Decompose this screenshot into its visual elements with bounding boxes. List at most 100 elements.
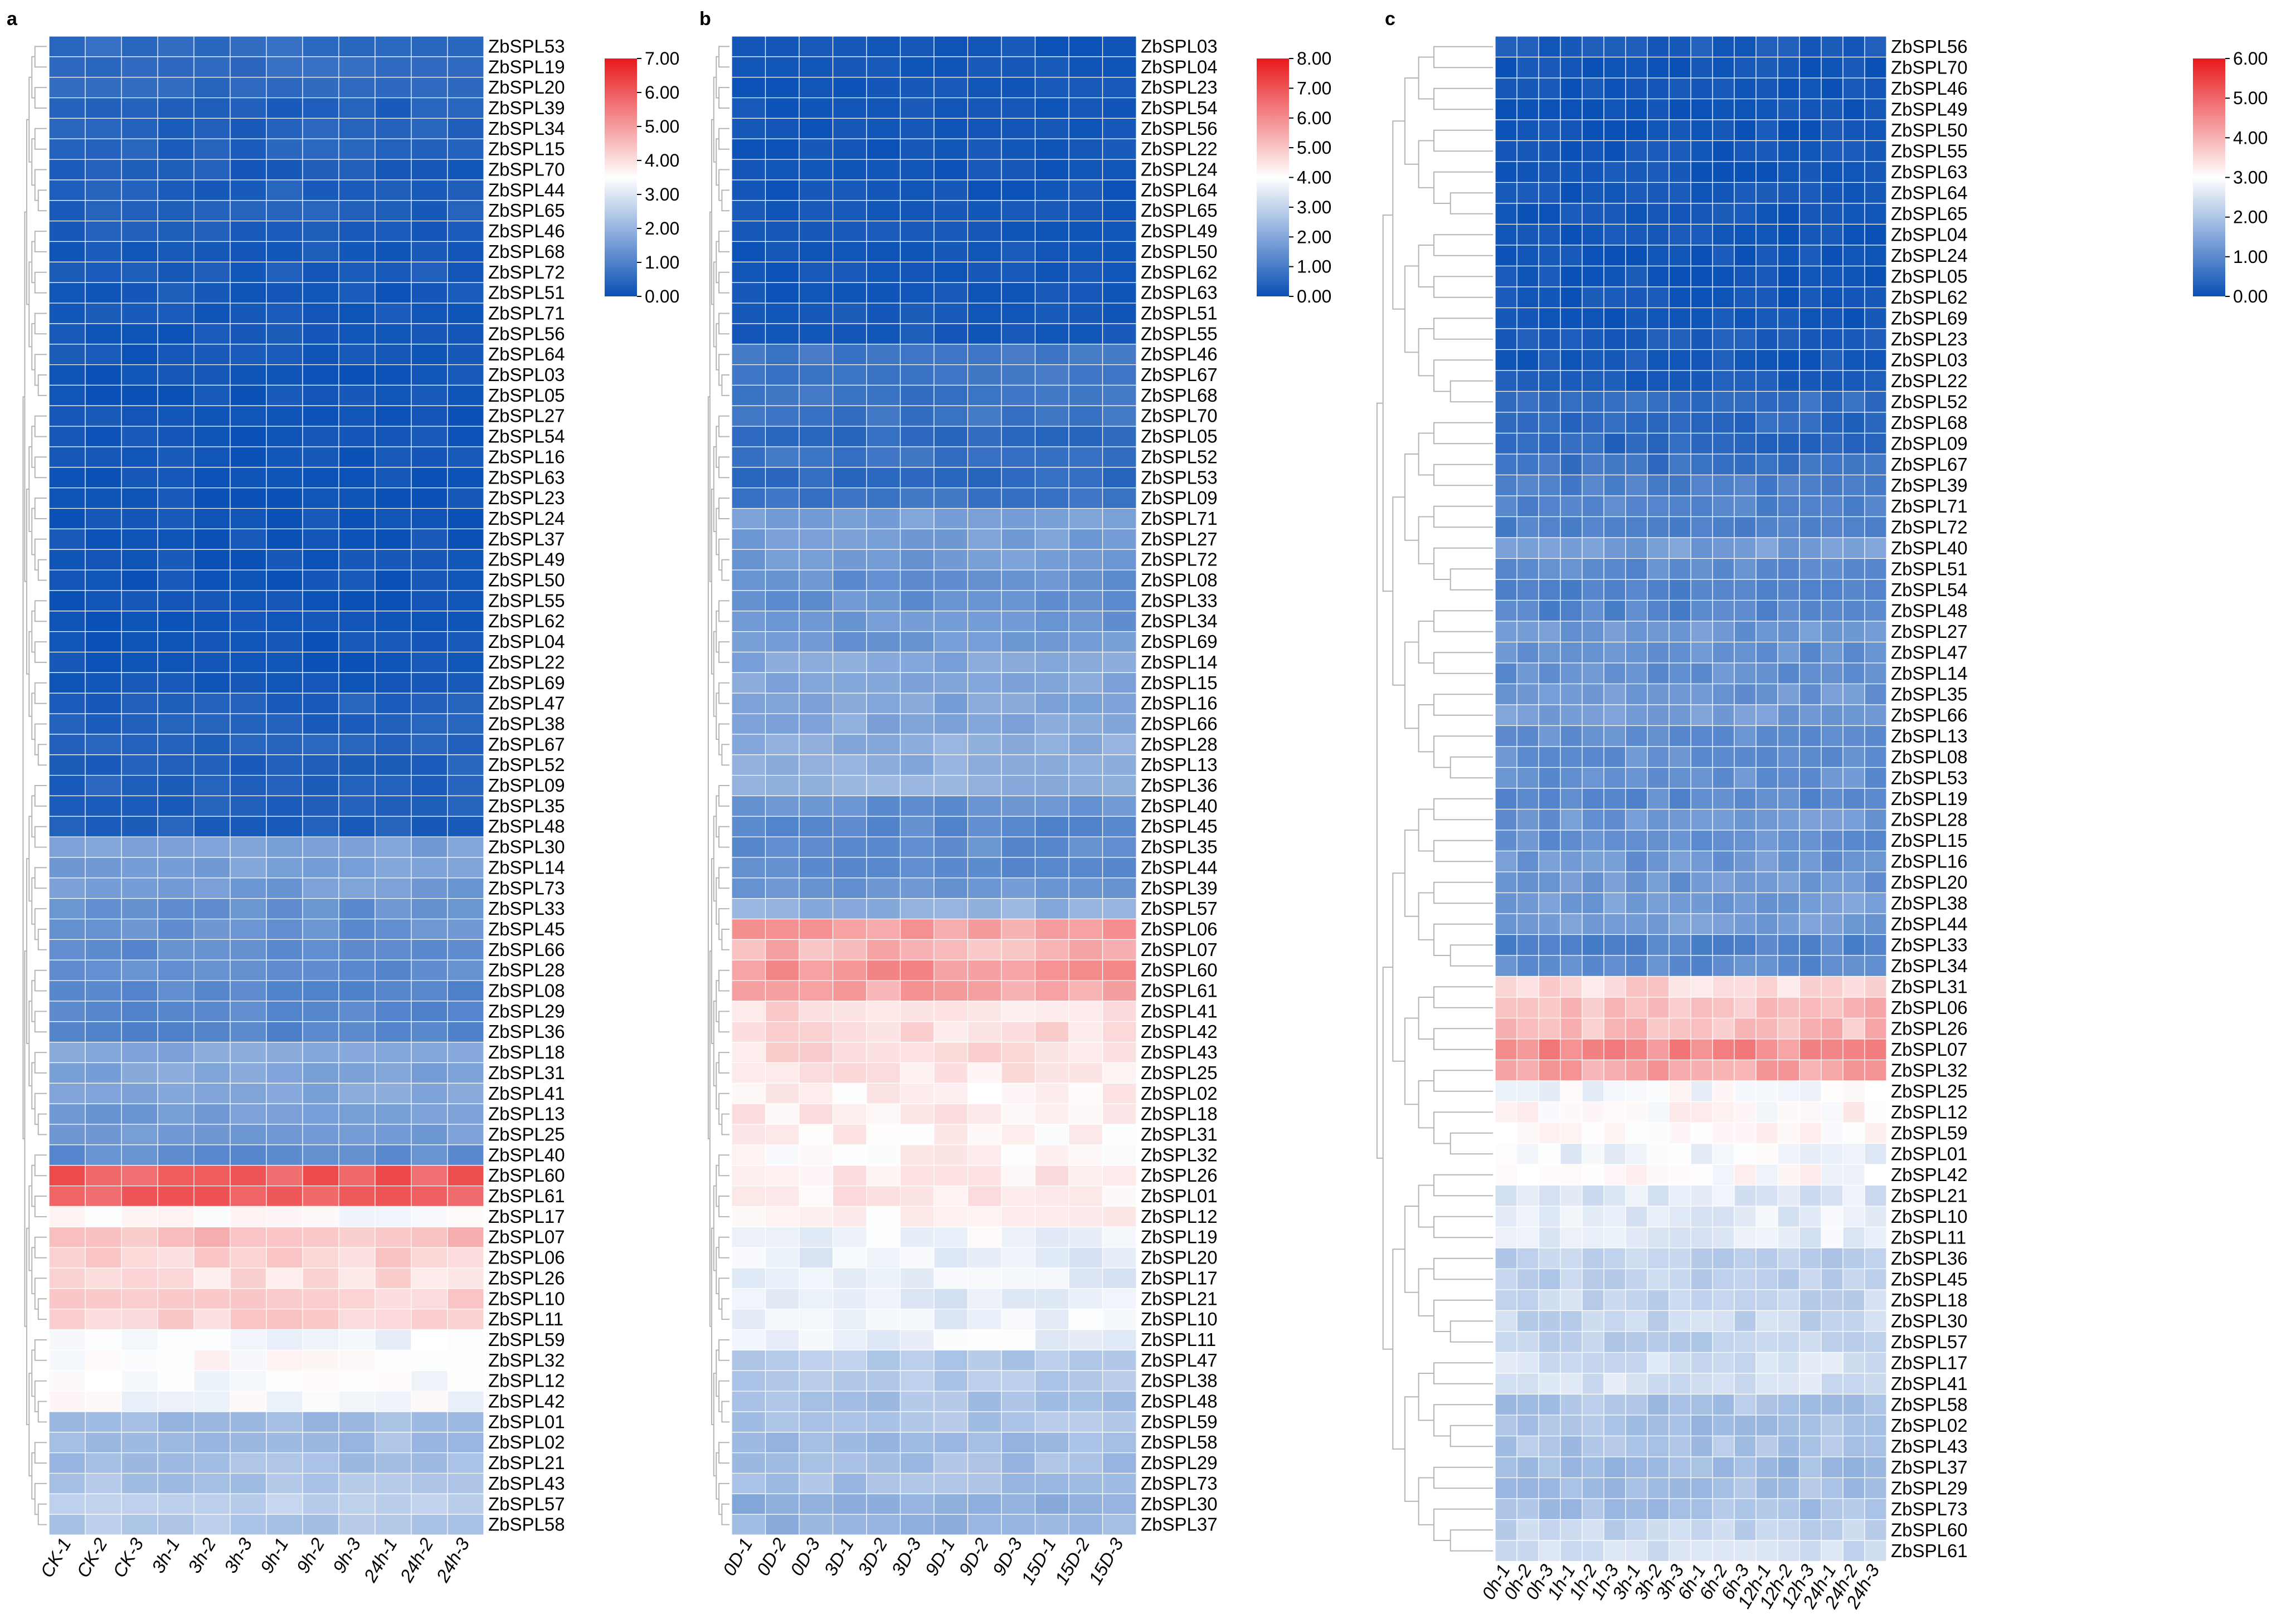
heatmap-cell bbox=[1799, 1017, 1822, 1040]
dendrogram-branch bbox=[1433, 276, 1493, 298]
heatmap-cell bbox=[302, 528, 339, 550]
heatmap-cell bbox=[1102, 1206, 1137, 1227]
heatmap-cell bbox=[1102, 138, 1137, 160]
heatmap-cell bbox=[1582, 286, 1604, 309]
heatmap-cell bbox=[1799, 77, 1822, 100]
heatmap-cell bbox=[899, 774, 935, 797]
heatmap-cell bbox=[1516, 683, 1539, 705]
heatmap-cell bbox=[967, 590, 1002, 612]
heatmap-cell bbox=[302, 138, 339, 160]
heatmap-cell bbox=[1842, 746, 1865, 768]
heatmap-cell bbox=[1712, 1059, 1735, 1081]
heatmap-cell bbox=[48, 241, 86, 262]
heatmap-cell bbox=[832, 734, 867, 755]
heatmap-cell bbox=[1034, 631, 1069, 653]
heatmap-cell bbox=[1842, 203, 1865, 225]
heatmap-cell bbox=[48, 816, 86, 837]
heatmap-cell bbox=[266, 1432, 303, 1454]
heatmap-cell bbox=[48, 1267, 86, 1289]
heatmap-cell bbox=[1821, 997, 1844, 1019]
heatmap-cell bbox=[302, 1001, 339, 1022]
heatmap-cell bbox=[193, 508, 231, 529]
heatmap-cell bbox=[1755, 1540, 1778, 1562]
heatmap-cell bbox=[374, 405, 412, 427]
dendrogram-branch bbox=[37, 189, 47, 212]
heatmap-cell bbox=[1690, 788, 1713, 810]
heatmap-cell bbox=[1560, 1017, 1583, 1040]
heatmap-cell bbox=[1755, 1456, 1778, 1479]
heatmap-cell bbox=[933, 1001, 969, 1022]
heatmap-cell bbox=[1034, 651, 1069, 673]
heatmap-cell bbox=[731, 1309, 766, 1330]
heatmap-cell bbox=[121, 487, 158, 509]
heatmap-cell bbox=[1625, 1184, 1648, 1207]
heatmap-cell bbox=[1582, 412, 1604, 434]
gene-label: ZbSPL69 bbox=[1891, 308, 1968, 328]
heatmap-cell bbox=[1842, 683, 1865, 705]
heatmap-cell bbox=[1669, 328, 1691, 350]
heatmap-cell bbox=[121, 939, 158, 960]
dendrogram-branch bbox=[1433, 464, 1493, 486]
gene-label: ZbSPL40 bbox=[1891, 538, 1968, 558]
heatmap-cell bbox=[338, 384, 376, 406]
heatmap-cell bbox=[765, 816, 800, 837]
heatmap-cell bbox=[85, 241, 122, 262]
heatmap-cell bbox=[1582, 725, 1604, 747]
heatmap-cell bbox=[1842, 871, 1865, 894]
heatmap-cell bbox=[967, 939, 1002, 960]
column-label: 24h-1 bbox=[359, 1534, 401, 1586]
heatmap-cell bbox=[447, 1391, 484, 1412]
heatmap-cell bbox=[866, 446, 901, 468]
heatmap-cell bbox=[866, 467, 901, 489]
heatmap-cell bbox=[1755, 871, 1778, 894]
heatmap-cell bbox=[157, 1349, 194, 1371]
heatmap-cell bbox=[302, 980, 339, 1002]
gene-label: ZbSPL16 bbox=[1141, 693, 1218, 714]
heatmap-cell bbox=[1712, 36, 1735, 58]
heatmap-cell bbox=[1603, 537, 1626, 559]
heatmap-cell bbox=[1603, 1352, 1626, 1374]
heatmap-cell bbox=[731, 959, 766, 981]
heatmap-cell bbox=[48, 221, 86, 242]
gene-label: ZbSPL72 bbox=[1891, 516, 1968, 537]
heatmap-cell bbox=[411, 344, 448, 365]
heatmap-cell bbox=[374, 877, 412, 899]
heatmap-cell bbox=[1102, 405, 1137, 427]
heatmap-cell bbox=[1755, 182, 1778, 204]
heatmap-cell bbox=[1734, 1456, 1757, 1479]
heatmap-cell bbox=[85, 774, 122, 797]
heatmap-cell bbox=[193, 200, 231, 222]
heatmap-cell bbox=[1734, 704, 1757, 726]
heatmap-cell bbox=[765, 77, 800, 99]
gene-label: ZbSPL07 bbox=[488, 1227, 565, 1247]
heatmap-cell bbox=[193, 754, 231, 776]
heatmap-cell bbox=[866, 323, 901, 345]
heatmap-cell bbox=[731, 1001, 766, 1022]
heatmap-cell bbox=[85, 1411, 122, 1433]
row-dendrogram bbox=[1376, 46, 1493, 1552]
heatmap-cell bbox=[1102, 1247, 1137, 1269]
heatmap-cell bbox=[1821, 1540, 1844, 1562]
heatmap-cell bbox=[832, 221, 867, 242]
heatmap-cell bbox=[1034, 1309, 1069, 1330]
heatmap-cell bbox=[374, 1001, 412, 1022]
heatmap-cell bbox=[230, 303, 267, 324]
heatmap-cell bbox=[1001, 1432, 1036, 1454]
heatmap-cell bbox=[1102, 713, 1137, 735]
heatmap-cell bbox=[374, 528, 412, 550]
heatmap-cell bbox=[731, 1247, 766, 1269]
heatmap-cell bbox=[193, 692, 231, 714]
heatmap-cell bbox=[1538, 161, 1561, 183]
heatmap-cell bbox=[411, 569, 448, 591]
heatmap-cell bbox=[266, 1309, 303, 1330]
heatmap-cell bbox=[1495, 474, 1517, 496]
heatmap-cell bbox=[447, 384, 484, 406]
heatmap-cell bbox=[1864, 119, 1887, 142]
gene-label: ZbSPL47 bbox=[488, 693, 565, 714]
heatmap-cell bbox=[1495, 913, 1517, 935]
heatmap-cell bbox=[1034, 446, 1069, 468]
heatmap-cell bbox=[1102, 487, 1137, 509]
heatmap-cell bbox=[1755, 1373, 1778, 1395]
dendrogram-branch bbox=[721, 1113, 729, 1135]
heatmap-cell bbox=[1712, 1456, 1735, 1479]
